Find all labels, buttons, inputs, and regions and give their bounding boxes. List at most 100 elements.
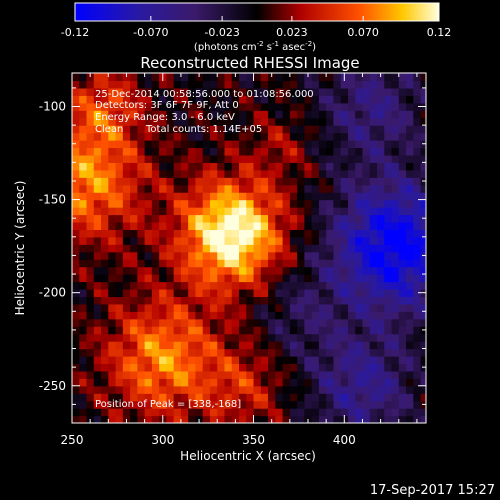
heatmap-cell — [340, 229, 349, 238]
heatmap-cell — [108, 132, 117, 141]
heatmap-cell — [188, 132, 197, 141]
heatmap-cell — [311, 229, 320, 238]
heatmap-cell — [173, 274, 182, 283]
heatmap-cell — [311, 162, 320, 171]
heatmap-cell — [253, 393, 262, 402]
heatmap-cell — [246, 184, 255, 193]
heatmap-cell — [304, 326, 313, 335]
heatmap-cell — [137, 214, 146, 223]
heatmap-cell — [108, 73, 117, 82]
heatmap-cell — [297, 184, 305, 193]
heatmap-cell — [268, 236, 276, 245]
heatmap-cell — [391, 102, 400, 111]
heatmap-cell — [130, 169, 138, 178]
heatmap-cell — [115, 140, 124, 149]
heatmap-cell — [275, 125, 284, 134]
colorbar-ticks: -0.12 -0.070 -0.023 0.023 0.070 0.12 — [61, 16, 451, 39]
heatmap-cell — [115, 162, 124, 171]
heatmap-cell — [340, 333, 349, 342]
heatmap-cell — [101, 199, 109, 208]
heatmap-cell — [180, 147, 189, 156]
heatmap-cell — [195, 110, 204, 119]
heatmap-cell — [384, 251, 393, 260]
heatmap-cell — [159, 341, 167, 350]
heatmap-cell — [101, 341, 109, 350]
heatmap-cell — [246, 244, 255, 253]
heatmap-cell — [333, 385, 342, 394]
heatmap-cell — [282, 80, 291, 89]
heatmap-cell — [420, 199, 426, 208]
heatmap-cell — [231, 385, 240, 394]
heatmap-cell — [144, 73, 153, 82]
heatmap-cell — [137, 125, 146, 134]
heatmap-cell — [268, 162, 276, 171]
heatmap-cell — [246, 355, 255, 365]
heatmap-cell — [137, 385, 146, 394]
heatmap-cell — [347, 184, 356, 193]
heatmap-cell — [122, 117, 131, 126]
heatmap-cell — [195, 221, 204, 230]
heatmap-cell — [122, 251, 131, 260]
heatmap-cell — [209, 169, 218, 178]
heatmap-cell — [311, 154, 320, 163]
heatmap-cell — [260, 140, 269, 149]
heatmap-cell — [297, 87, 305, 96]
heatmap-cell — [376, 355, 385, 365]
heatmap-cell — [166, 303, 175, 312]
heatmap-cell — [347, 370, 356, 379]
heatmap-cell — [115, 274, 124, 283]
annotation-peak: Position of Peak = [338,-168] — [95, 399, 241, 410]
heatmap-cell — [253, 132, 262, 141]
heatmap-cell — [355, 363, 364, 372]
heatmap-cell — [79, 348, 88, 357]
heatmap-cell — [289, 207, 298, 216]
heatmap-cell — [224, 400, 233, 409]
heatmap-cell — [384, 214, 393, 223]
heatmap-cell — [420, 370, 426, 379]
heatmap-cell — [376, 408, 385, 417]
heatmap-cell — [413, 363, 422, 372]
heatmap-cell — [180, 288, 189, 298]
heatmap-cell — [413, 266, 422, 275]
heatmap-cell — [318, 80, 327, 89]
heatmap-cell — [180, 259, 189, 268]
heatmap-cell — [275, 326, 284, 335]
heatmap-cell — [289, 229, 298, 238]
heatmap-cell — [195, 207, 204, 216]
heatmap-cell — [384, 162, 393, 171]
heatmap-cell — [239, 393, 247, 402]
heatmap-cell — [318, 288, 327, 298]
heatmap-cell — [398, 288, 407, 298]
heatmap-cell — [318, 378, 327, 387]
heatmap-cell — [166, 288, 175, 298]
heatmap-cell — [217, 102, 226, 111]
heatmap-cell — [282, 393, 291, 402]
heatmap-cell — [355, 95, 364, 104]
heatmap-cell — [384, 408, 393, 417]
heatmap-cell — [239, 363, 247, 372]
heatmap-cell — [130, 132, 138, 141]
heatmap-cell — [166, 244, 175, 253]
heatmap-cell — [166, 221, 175, 230]
heatmap-cell — [362, 370, 371, 379]
heatmap-cell — [333, 333, 342, 342]
heatmap-cell — [406, 251, 414, 260]
heatmap-cell — [253, 140, 262, 149]
heatmap-cell — [202, 132, 211, 141]
heatmap-cell — [151, 251, 160, 260]
heatmap-cell — [260, 393, 269, 402]
heatmap-cell — [180, 355, 189, 365]
heatmap-cell — [384, 154, 393, 163]
heatmap-cell — [195, 117, 204, 126]
heatmap-cell — [406, 162, 414, 171]
heatmap-cell — [260, 259, 269, 268]
heatmap-cell — [362, 318, 371, 327]
heatmap-cell — [333, 110, 342, 119]
heatmap-cell — [326, 169, 335, 178]
heatmap-cell — [326, 266, 335, 275]
heatmap-cell — [137, 117, 146, 126]
heatmap-cell — [362, 326, 371, 335]
heatmap-cell — [355, 355, 364, 365]
heatmap-cell — [260, 132, 269, 141]
heatmap-cell — [72, 415, 80, 423]
